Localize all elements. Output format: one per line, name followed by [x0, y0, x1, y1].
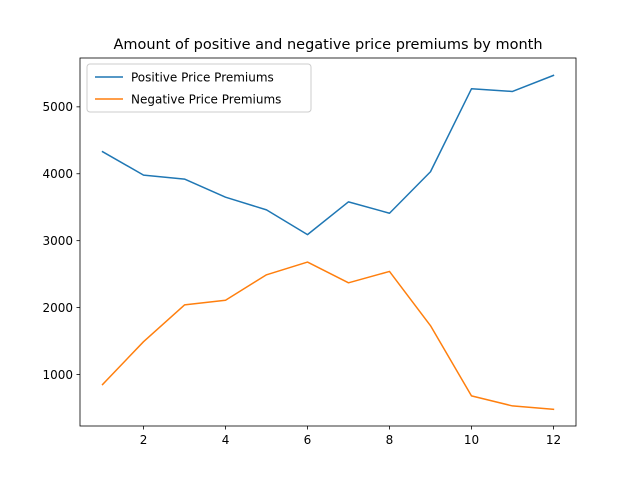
x-tick-label: 12: [546, 433, 561, 447]
y-tick-label: 5000: [42, 100, 73, 114]
series-1-point: [348, 201, 350, 203]
series-1-point: [225, 196, 227, 198]
series-1-point: [471, 88, 473, 90]
series-1-point: [430, 171, 432, 173]
ticks: 2 4 6 8 10 12 1000 2000 3000 4000 5000: [42, 100, 561, 447]
legend: Positive Price Premiums Negative Price Pr…: [86, 63, 312, 113]
series-2-point: [225, 299, 227, 301]
series-1-point: [512, 91, 514, 93]
axes: [79, 57, 577, 427]
series-2-point: [143, 341, 145, 343]
series-2-point: [389, 271, 391, 273]
series-1-point: [143, 174, 145, 176]
series-2-point: [430, 325, 432, 327]
series-line-2: [101, 261, 555, 411]
series-2-point: [471, 395, 473, 397]
y-tick-label: 3000: [42, 234, 73, 248]
x-tick-label: 4: [222, 433, 230, 447]
series-1-point: [102, 151, 104, 153]
legend-box: [86, 63, 312, 113]
series-1-point: [389, 212, 391, 214]
series-1-point: [184, 178, 186, 180]
series-2-point: [348, 282, 350, 284]
y-tick-label: 1000: [42, 368, 73, 382]
y-tick-label: 2000: [42, 301, 73, 315]
series-1-point: [553, 75, 555, 77]
series-2-point: [102, 384, 104, 386]
plot-frame: [79, 57, 577, 427]
series-1-point: [266, 209, 268, 211]
series-line-1: [101, 74, 555, 236]
x-tick-label: 2: [140, 433, 148, 447]
x-tick-label: 10: [464, 433, 479, 447]
y-tick-label: 4000: [42, 167, 73, 181]
series-2-point: [266, 274, 268, 276]
series-1-point: [307, 234, 309, 236]
legend-label-1: Positive Price Premiums: [131, 70, 274, 84]
series-2-point: [184, 304, 186, 306]
x-tick-label: 8: [386, 433, 394, 447]
chart-title: Amount of positive and negative price pr…: [113, 37, 542, 53]
x-tick-label: 6: [304, 433, 312, 447]
legend-label-2: Negative Price Premiums: [131, 92, 281, 106]
series-2-point: [512, 405, 514, 407]
series-2-point: [553, 408, 555, 410]
plot-lines: [101, 74, 555, 411]
series-2-point: [307, 261, 309, 263]
